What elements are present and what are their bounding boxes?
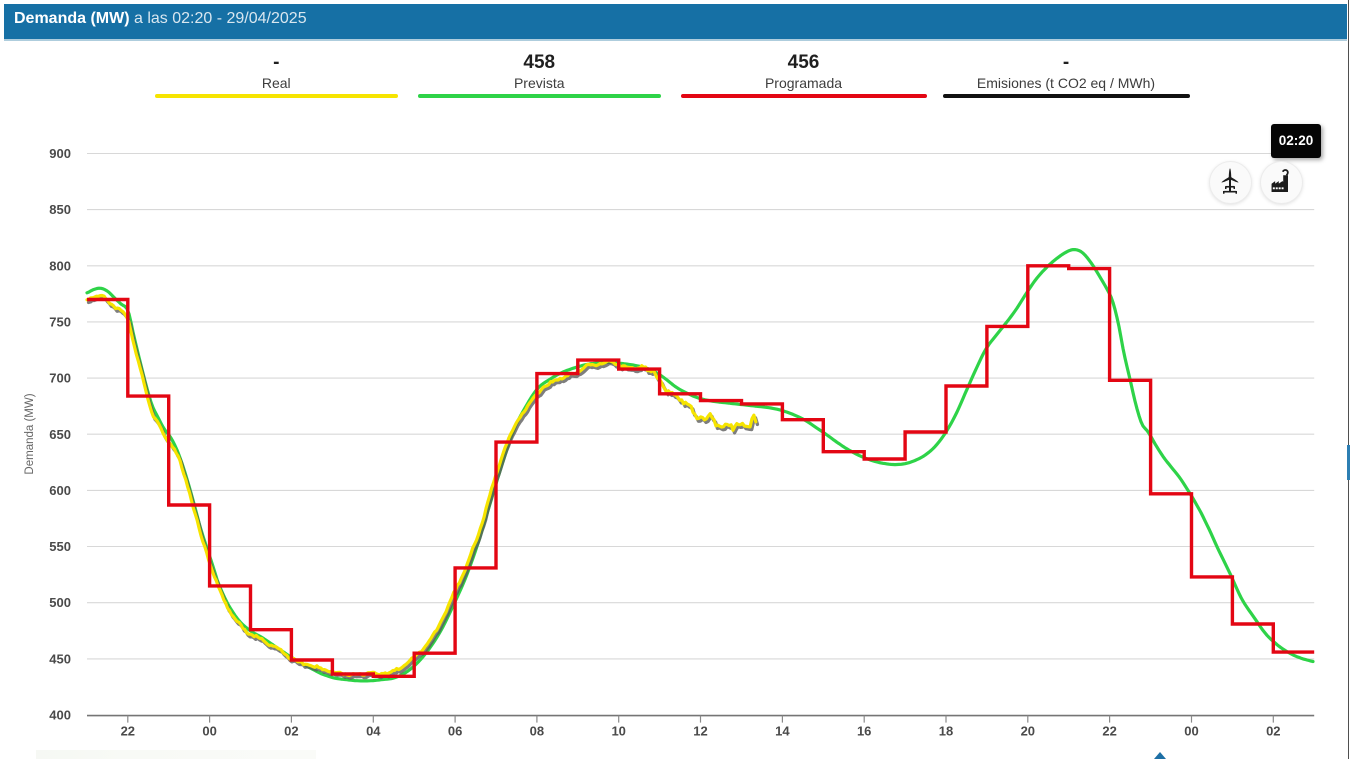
svg-text:500: 500 — [49, 595, 71, 610]
svg-text:16: 16 — [857, 724, 871, 739]
svg-text:20: 20 — [1021, 724, 1035, 739]
svg-text:02: 02 — [284, 724, 298, 739]
svg-text:02: 02 — [1266, 724, 1280, 739]
svg-text:800: 800 — [49, 258, 71, 273]
svg-text:14: 14 — [775, 724, 790, 739]
svg-text:18: 18 — [939, 724, 953, 739]
svg-text:08: 08 — [530, 724, 544, 739]
svg-text:600: 600 — [49, 483, 71, 498]
svg-text:04: 04 — [366, 724, 381, 739]
svg-text:400: 400 — [49, 708, 71, 723]
svg-text:Demanda (MW): Demanda (MW) — [24, 393, 36, 474]
svg-text:10: 10 — [611, 724, 625, 739]
svg-text:22: 22 — [1102, 724, 1116, 739]
svg-text:900: 900 — [49, 146, 71, 161]
svg-text:700: 700 — [49, 371, 71, 386]
svg-text:450: 450 — [49, 651, 71, 666]
svg-text:650: 650 — [49, 427, 71, 442]
svg-text:00: 00 — [202, 724, 216, 739]
svg-text:850: 850 — [49, 202, 71, 217]
svg-text:22: 22 — [121, 724, 135, 739]
svg-text:750: 750 — [49, 314, 71, 329]
svg-text:550: 550 — [49, 539, 71, 554]
svg-text:00: 00 — [1184, 724, 1198, 739]
svg-text:06: 06 — [448, 724, 462, 739]
svg-text:12: 12 — [693, 724, 707, 739]
